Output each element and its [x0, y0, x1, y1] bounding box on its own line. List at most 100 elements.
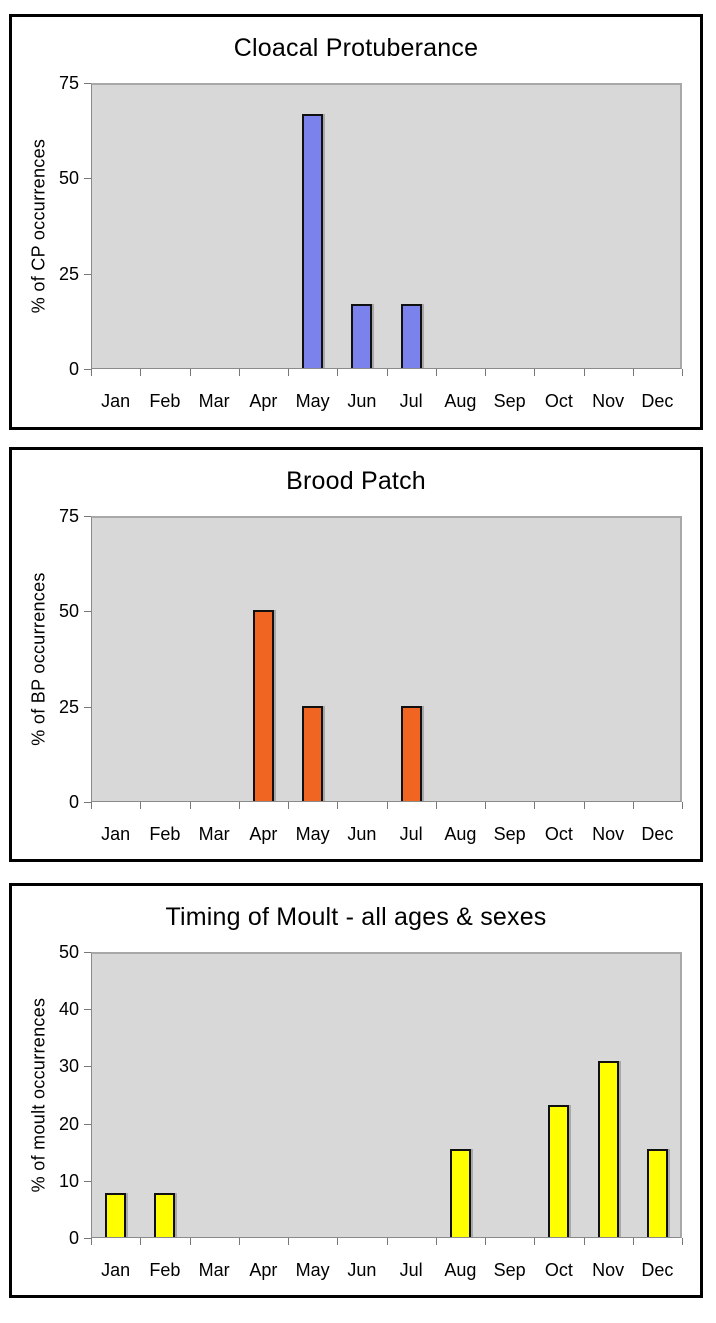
x-tick-mark [534, 802, 536, 809]
x-tick-label: Aug [444, 391, 477, 411]
x-tick-label: Nov [592, 391, 625, 411]
x-tick-label: Dec [641, 1260, 674, 1280]
x-tick-mark [140, 802, 142, 809]
x-tick-label: Jan [101, 1260, 131, 1280]
x-tick-mark [91, 369, 92, 376]
x-tick-mark [435, 802, 437, 809]
x-tick-mark [288, 802, 289, 809]
x-tick-label: Nov [592, 824, 625, 844]
y-tick-mark [84, 706, 91, 708]
x-tick-mark [583, 369, 585, 376]
y-tick-mark [84, 1066, 91, 1068]
x-tick-mark [632, 802, 634, 809]
bar-dec [646, 1148, 668, 1237]
y-tick-label: 40 [58, 999, 79, 1020]
x-tick-mark [337, 802, 339, 809]
x-tick-label: Oct [544, 1260, 573, 1280]
x-tick-label: Apr [249, 824, 278, 844]
x-tick-mark [91, 802, 92, 809]
x-tick-mark [140, 1238, 142, 1245]
y-tick-label: 75 [58, 73, 79, 93]
x-tick-label: Jun [347, 391, 377, 411]
x-tick-label: Feb [149, 1260, 181, 1280]
y-tick-mark [84, 1123, 91, 1125]
x-tick-label: Sep [493, 1260, 526, 1280]
plot-area [91, 83, 682, 369]
chart-title: Timing of Moult - all ages & sexes [165, 903, 547, 931]
y-tick-label: 25 [58, 696, 79, 717]
x-tick-mark [140, 369, 142, 376]
bar-aug [449, 1148, 471, 1237]
x-tick-mark [435, 369, 437, 376]
y-tick-mark [84, 1238, 91, 1239]
x-tick-mark [238, 369, 240, 376]
x-tick-mark [682, 802, 683, 809]
x-tick-mark [534, 1238, 536, 1245]
y-tick-mark [84, 1009, 91, 1011]
x-tick-mark [435, 1238, 437, 1245]
x-tick-mark [337, 369, 339, 376]
bar-jan [105, 1192, 127, 1237]
x-tick-label: Sep [493, 824, 526, 844]
chart-panel-brood-patch: Brood Patch % of BP occurrences 0 25 50 75 … [9, 447, 703, 862]
x-tick-label: Feb [149, 824, 181, 844]
x-tick-label: Jan [101, 824, 131, 844]
y-tick-label: 50 [58, 601, 79, 622]
x-tick-mark [682, 369, 683, 376]
x-tick-mark [386, 369, 388, 376]
x-tick-mark [238, 802, 240, 809]
x-tick-label: May [295, 391, 330, 411]
y-tick-mark [84, 952, 91, 953]
y-tick-label: 25 [58, 263, 79, 284]
bar-feb [154, 1192, 176, 1237]
x-tick-mark [485, 1238, 486, 1245]
x-tick-label: Mar [198, 391, 230, 411]
x-tick-label: Feb [149, 391, 181, 411]
bar-apr [252, 610, 274, 801]
x-tick-label: Apr [249, 391, 278, 411]
y-axis-title: % of BP occurrences [28, 572, 49, 746]
y-tick-label: 0 [68, 792, 79, 812]
x-tick-label: Sep [493, 391, 526, 411]
x-tick-mark [632, 369, 634, 376]
x-tick-label: Jun [347, 824, 377, 844]
x-tick-label: Apr [249, 1260, 278, 1280]
x-tick-label: Nov [592, 1260, 625, 1280]
x-tick-mark [288, 369, 289, 376]
y-tick-label: 20 [58, 1113, 79, 1134]
x-tick-label: Mar [198, 1260, 230, 1280]
x-tick-mark [485, 802, 486, 809]
y-tick-mark [84, 611, 91, 613]
chart-title: Brood Patch [286, 467, 426, 495]
x-tick-mark [189, 802, 191, 809]
x-tick-mark [632, 1238, 634, 1245]
x-tick-mark [583, 1238, 585, 1245]
bar-jul [400, 705, 422, 801]
x-tick-mark [337, 1238, 339, 1245]
y-tick-label: 10 [58, 1170, 79, 1191]
y-tick-mark [84, 273, 91, 275]
bar-jun [351, 304, 373, 368]
y-tick-label: 50 [58, 942, 79, 962]
y-tick-mark [84, 369, 91, 370]
bar-may [302, 705, 324, 801]
y-tick-label: 30 [58, 1056, 79, 1077]
y-tick-label: 0 [68, 359, 79, 379]
x-tick-mark [189, 1238, 191, 1245]
y-axis-title: % of CP occurrences [28, 138, 49, 314]
x-tick-mark [189, 369, 191, 376]
x-tick-label: Dec [641, 824, 674, 844]
x-tick-mark [534, 369, 536, 376]
x-tick-label: May [295, 1260, 330, 1280]
x-tick-label: May [295, 824, 330, 844]
y-tick-mark [84, 83, 91, 84]
x-tick-mark [288, 1238, 289, 1245]
y-tick-mark [84, 516, 91, 517]
x-tick-label: Jan [101, 391, 131, 411]
plot-area [91, 516, 682, 802]
y-tick-label: 0 [68, 1228, 79, 1248]
x-tick-mark [91, 1238, 92, 1245]
x-tick-label: Jul [399, 391, 423, 411]
chart-panel-cloacal-protuberance: Cloacal Protuberance % of CP occurrences… [9, 14, 703, 430]
